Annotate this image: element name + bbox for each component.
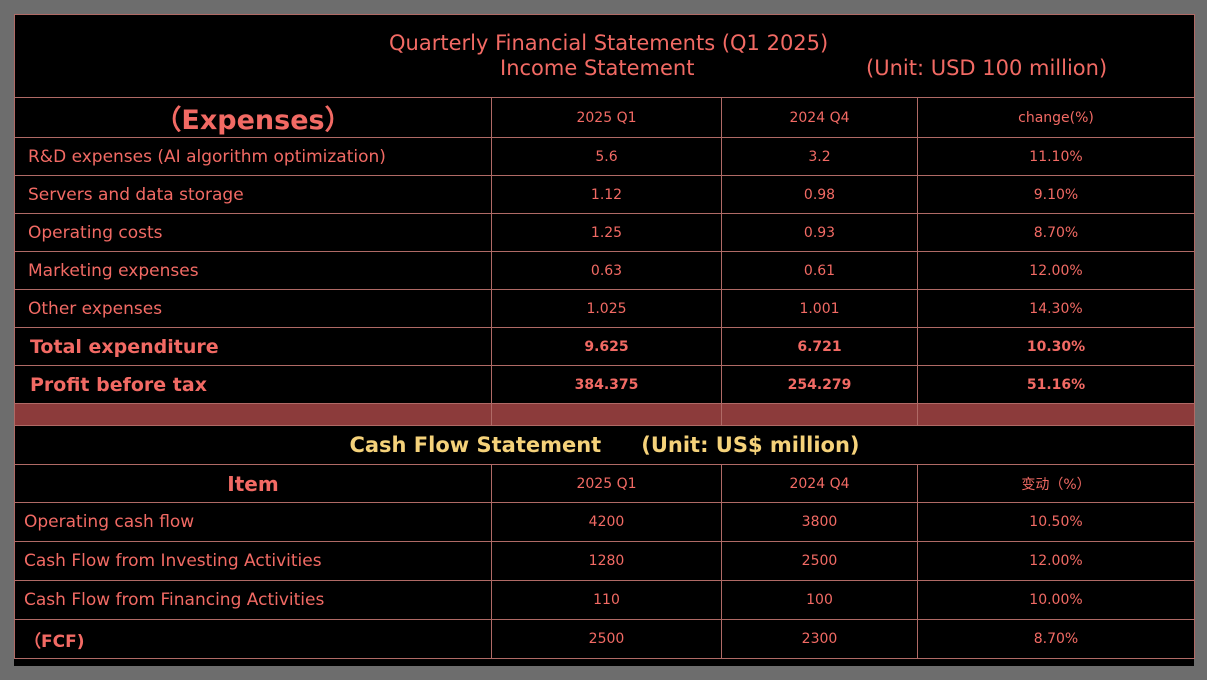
income-row: Operating costs 1.25 0.93 8.70% xyxy=(14,213,1195,252)
cell: 0.93 xyxy=(721,213,918,252)
cell: 2500 xyxy=(721,541,918,581)
cell: 0.98 xyxy=(721,175,918,214)
unit: (Unit: USD 100 million) xyxy=(866,56,1108,80)
cash-flow-title-row: Cash Flow Statement (Unit: US$ million) xyxy=(14,425,1195,465)
cell: 2300 xyxy=(721,619,918,659)
row-label: Profit before tax xyxy=(14,365,492,404)
cash-flow-title: Cash Flow Statement xyxy=(349,433,602,457)
cell: 9.10% xyxy=(917,175,1195,214)
cell: 2500 xyxy=(491,619,722,659)
cell: 1.12 xyxy=(491,175,722,214)
cell: 8.70% xyxy=(917,213,1195,252)
separator-cell xyxy=(721,403,918,426)
separator-cell xyxy=(491,403,722,426)
row-label: Operating cash flow xyxy=(14,502,492,542)
title: Quarterly Financial Statements (Q1 2025) xyxy=(389,31,829,55)
cell: 11.10% xyxy=(917,137,1195,176)
cell: 3.2 xyxy=(721,137,918,176)
cell: 14.30% xyxy=(917,289,1195,328)
cell: 9.625 xyxy=(491,327,722,366)
row-label: Total expenditure xyxy=(14,327,492,366)
title-row: Quarterly Financial Statements (Q1 2025)… xyxy=(14,14,1195,98)
header-cell: 2025 Q1 xyxy=(491,464,722,503)
cell: 0.63 xyxy=(491,251,722,290)
separator-row xyxy=(14,403,1195,426)
income-row: Other expenses 1.025 1.001 14.30% xyxy=(14,289,1195,328)
cash-flow-row: Cash Flow from Financing Activities 110 10… xyxy=(14,580,1195,620)
cash-flow-row: （FCF) 2500 2300 8.70% xyxy=(14,619,1195,659)
header-cell: 2024 Q4 xyxy=(721,97,918,138)
cell: 4200 xyxy=(491,502,722,542)
cell: 5.6 xyxy=(491,137,722,176)
cash-flow-unit: (Unit: US$ million) xyxy=(641,433,860,457)
cell: 254.279 xyxy=(721,365,918,404)
row-label: Cash Flow from Financing Activities xyxy=(14,580,492,620)
cell: 6.721 xyxy=(721,327,918,366)
cell: 1280 xyxy=(491,541,722,581)
header-cell: （Expenses） xyxy=(14,97,492,138)
statement: Quarterly Financial Statements (Q1 2025)… xyxy=(14,14,1195,666)
header-cell: 2025 Q1 xyxy=(491,97,722,138)
header-cell: 变动（%） xyxy=(917,464,1195,503)
cell: 12.00% xyxy=(917,251,1195,290)
cash-flow-row: Operating cash flow 4200 3800 10.50% xyxy=(14,502,1195,542)
cell: 1.001 xyxy=(721,289,918,328)
income-row: Servers and data storage 1.12 0.98 9.10% xyxy=(14,175,1195,214)
subtitle: Income Statement xyxy=(500,56,695,80)
row-label: Operating costs xyxy=(14,213,492,252)
header-cell: change(%) xyxy=(917,97,1195,138)
cell: 12.00% xyxy=(917,541,1195,581)
statement-table: Quarterly Financial Statements (Q1 2025)… xyxy=(14,14,1195,659)
cell: 384.375 xyxy=(491,365,722,404)
cash-flow-row: Cash Flow from Investing Activities 1280 2… xyxy=(14,541,1195,581)
row-label: Servers and data storage xyxy=(14,175,492,214)
cell: 1.25 xyxy=(491,213,722,252)
row-label: Marketing expenses xyxy=(14,251,492,290)
separator-cell xyxy=(14,403,492,426)
header-row: Item 2025 Q1 2024 Q4 变动（%） xyxy=(14,464,1195,503)
row-label: （FCF) xyxy=(14,619,492,659)
cell: 10.50% xyxy=(917,502,1195,542)
cell: 10.30% xyxy=(917,327,1195,366)
row-label: Other expenses xyxy=(14,289,492,328)
cell: 3800 xyxy=(721,502,918,542)
separator-cell xyxy=(917,403,1195,426)
row-label: R&D expenses (AI algorithm optimization) xyxy=(14,137,492,176)
cell: 1.025 xyxy=(491,289,722,328)
row-label: Cash Flow from Investing Activities xyxy=(14,541,492,581)
cash-flow-title-cell: Cash Flow Statement (Unit: US$ million) xyxy=(14,425,1195,465)
income-row: R&D expenses (AI algorithm optimization)… xyxy=(14,137,1195,176)
income-row: Profit before tax 384.375 254.279 51.16% xyxy=(14,365,1195,404)
title-cell: Quarterly Financial Statements (Q1 2025)… xyxy=(14,14,1195,98)
cell: 0.61 xyxy=(721,251,918,290)
income-row: Total expenditure 9.625 6.721 10.30% xyxy=(14,327,1195,366)
income-row: Marketing expenses 0.63 0.61 12.00% xyxy=(14,251,1195,290)
header-cell: 2024 Q4 xyxy=(721,464,918,503)
cell: 10.00% xyxy=(917,580,1195,620)
cell: 100 xyxy=(721,580,918,620)
cell: 110 xyxy=(491,580,722,620)
cell: 8.70% xyxy=(917,619,1195,659)
cell: 51.16% xyxy=(917,365,1195,404)
header-row: （Expenses） 2025 Q1 2024 Q4 change(%) xyxy=(14,97,1195,138)
header-cell: Item xyxy=(14,464,492,503)
